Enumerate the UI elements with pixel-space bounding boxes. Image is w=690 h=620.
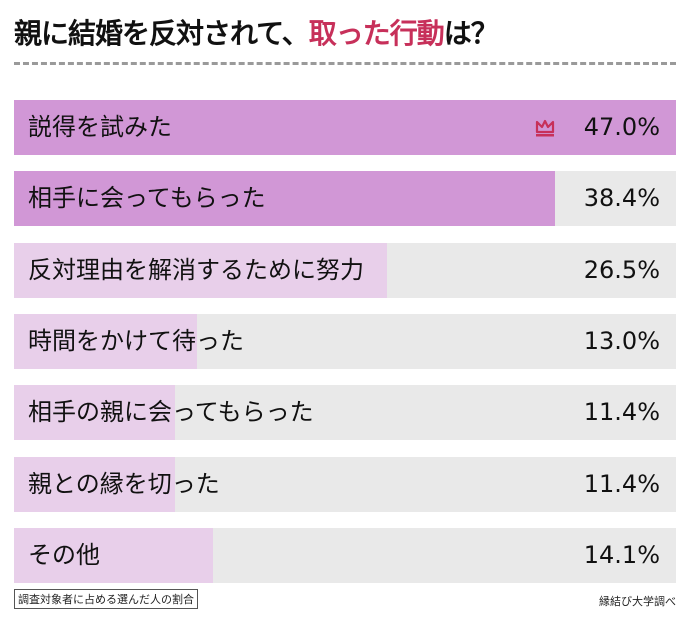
chart-title: 親に結婚を反対されて、取った行動は？ bbox=[14, 12, 499, 52]
category-label: 反対理由を解消するために努力 bbox=[28, 255, 364, 284]
value-label: 38.4% bbox=[583, 184, 660, 213]
bar-row: 説得を試みた 47.0% bbox=[14, 100, 676, 155]
chart-note: 調査対象者に占める選んだ人の割合 bbox=[14, 589, 198, 609]
bar bbox=[14, 527, 213, 583]
chart-source: 縁結び大学調べ bbox=[599, 595, 676, 608]
category-label: 親との縁を切った bbox=[28, 469, 220, 498]
title-highlight: 取った行動 bbox=[308, 17, 445, 50]
category-label: その他 bbox=[28, 540, 100, 569]
bar-row: 反対理由を解消するために努力 26.5% bbox=[14, 242, 676, 298]
bar bbox=[14, 171, 555, 227]
value-label: 13.0% bbox=[583, 326, 660, 355]
title-part: は？ bbox=[443, 17, 499, 50]
bar bbox=[14, 456, 175, 512]
bar-row: 時間をかけて待った 13.0% bbox=[14, 313, 676, 369]
category-label: 時間をかけて待った bbox=[28, 326, 244, 355]
bar-row: その他 14.1% bbox=[14, 527, 676, 583]
category-label: 相手の親に会ってもらった bbox=[28, 398, 314, 427]
value-label: 26.5% bbox=[583, 255, 660, 284]
bar-row: 相手の親に会ってもらった 11.4% bbox=[14, 385, 676, 441]
value-label: 11.4% bbox=[583, 469, 660, 498]
value-label: 47.0% bbox=[583, 113, 660, 141]
value-label: 11.4% bbox=[583, 398, 660, 427]
value-label: 14.1% bbox=[583, 540, 660, 569]
category-label: 相手に会ってもらった bbox=[28, 184, 266, 213]
bar bbox=[14, 313, 198, 369]
title-part: 親に結婚を反対されて、 bbox=[14, 17, 310, 50]
dashed-divider bbox=[14, 62, 676, 65]
bar bbox=[14, 242, 388, 298]
category-label: 説得を試みた bbox=[28, 113, 172, 141]
bar bbox=[14, 385, 175, 441]
bar-row: 相手に会ってもらった 38.4% bbox=[14, 171, 676, 227]
bar-row: 親との縁を切った 11.4% bbox=[14, 456, 676, 512]
bar bbox=[14, 100, 676, 155]
crown-icon bbox=[535, 119, 555, 137]
